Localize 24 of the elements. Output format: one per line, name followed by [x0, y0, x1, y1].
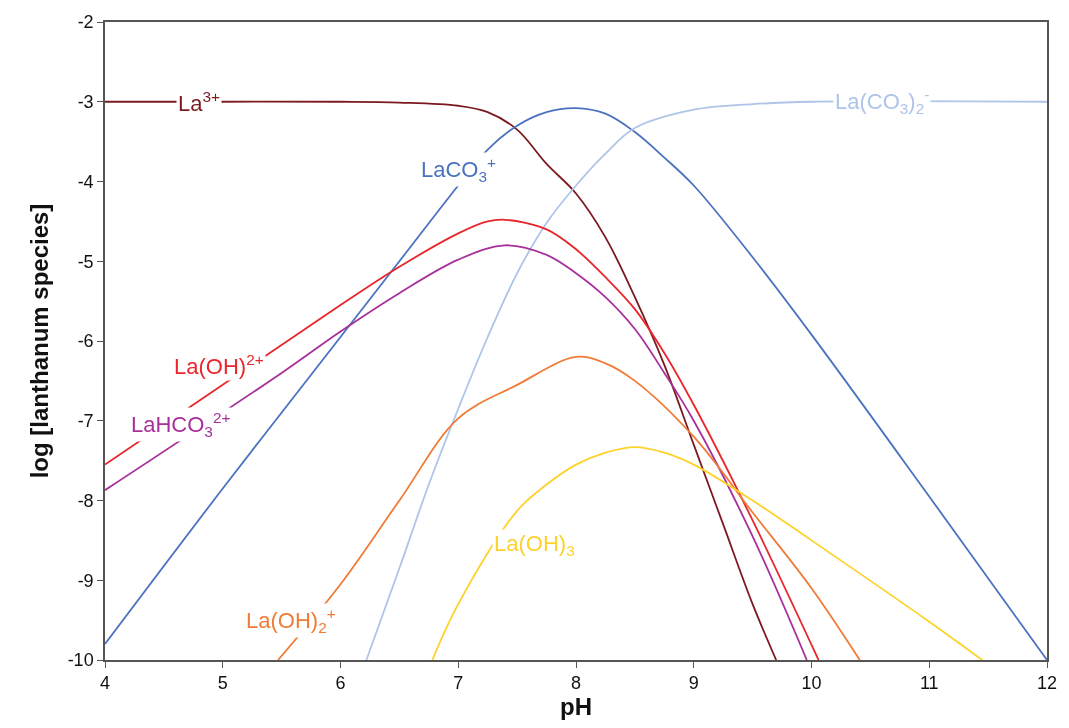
y-tick-label: -4 — [77, 171, 94, 192]
y-tick-label: -7 — [77, 411, 94, 432]
x-tick-label: 9 — [688, 673, 699, 694]
x-tick-label: 4 — [99, 673, 111, 694]
series-label: La(OH)$_{3}$ — [494, 531, 575, 559]
y-tick-label: -3 — [77, 92, 94, 113]
y-tick-label: -5 — [77, 251, 94, 272]
line-series — [431, 446, 984, 660]
y-tick-label: -6 — [77, 331, 94, 352]
y-tick-label: -8 — [77, 490, 94, 511]
x-tick-label: 5 — [217, 673, 228, 694]
x-tick-label: 7 — [453, 673, 464, 694]
x-tick-label: 12 — [1036, 673, 1058, 694]
x-tick-label: 8 — [570, 673, 582, 694]
x-tick-label: 11 — [919, 673, 939, 694]
y-axis-title: log [lanthanum species] — [26, 203, 54, 479]
series-label: La$^{3+}$ — [178, 88, 221, 117]
x-tick-label: 6 — [335, 673, 346, 694]
x-axis-title: pH — [560, 693, 592, 721]
y-tick-label: -10 — [67, 650, 94, 671]
x-tick-label: 10 — [801, 673, 822, 694]
y-tick-label: -2 — [77, 12, 94, 33]
series-label: La(OH)$^{2+}$ — [174, 351, 264, 380]
y-tick-label: -9 — [77, 570, 94, 591]
